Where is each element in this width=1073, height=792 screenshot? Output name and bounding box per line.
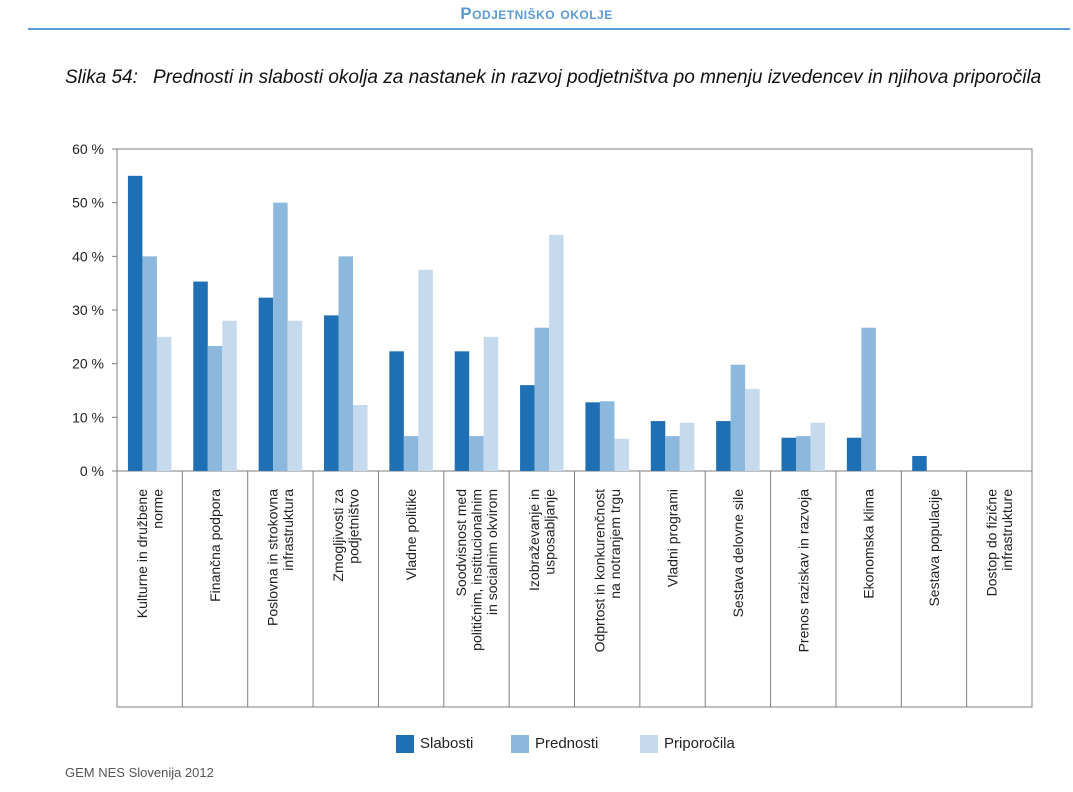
figure-caption: Prednosti in slabosti okolja za nastanek…	[153, 67, 1042, 88]
bar-prednosti	[207, 345, 223, 471]
bar-slabosti	[389, 351, 404, 471]
bar-slabosti	[585, 402, 600, 471]
category-label: Sestava populacije	[926, 489, 942, 607]
y-tick-label: 10 %	[72, 409, 104, 425]
bar-prednosti	[730, 364, 746, 471]
bar-prednosti	[534, 327, 550, 471]
y-tick-label: 40 %	[72, 248, 104, 264]
bar-prednosti	[665, 436, 680, 471]
bar-priporočila	[287, 320, 303, 471]
bar-priporočila	[549, 234, 564, 471]
bar-prednosti	[273, 202, 288, 471]
bar-slabosti	[846, 437, 862, 471]
category-label: Prenos raziskav in razvoja	[795, 489, 811, 653]
figure-label: Slika 54:	[65, 67, 138, 88]
y-tick-label: 30 %	[72, 302, 104, 318]
bar-slabosti	[193, 281, 208, 471]
bar-priporočila	[679, 422, 695, 471]
category-label: Poslovna in strokovnainfrastruktura	[265, 489, 297, 626]
y-tick-label: 60 %	[72, 141, 104, 157]
bar-priporočila	[810, 422, 825, 471]
category-label: Dostop do fizičneinfrastrukture	[984, 489, 1016, 597]
bar-priporočila	[156, 336, 172, 471]
bar-slabosti	[324, 315, 339, 471]
bar-prednosti	[796, 436, 811, 471]
legend-label: Prednosti	[535, 735, 599, 752]
category-label: Soodvisnost medpolitičnim, institucional…	[453, 489, 500, 651]
bar-slabosti	[520, 385, 535, 471]
category-label: Zmogljivosti zapodjetništvo	[330, 489, 362, 582]
bar-priporočila	[418, 269, 433, 471]
bar-priporočila	[483, 336, 499, 471]
bar-prednosti	[469, 436, 484, 471]
bar-priporočila	[745, 388, 760, 471]
category-label: Kulturne in družbenenorme	[134, 489, 166, 618]
legend-swatch	[396, 735, 414, 753]
bar-prednosti	[142, 256, 157, 471]
legend-swatch	[511, 735, 529, 753]
category-label: Finančna podpora	[207, 489, 223, 602]
y-tick-label: 0 %	[80, 463, 104, 479]
category-label: Sestava delovne sile	[730, 489, 746, 618]
category-label: Izobraževanje inusposabljanje	[526, 489, 558, 591]
section-divider	[28, 28, 1070, 30]
bar-slabosti	[454, 351, 470, 471]
category-label: Odprtost in konkurenčnostna notranjem tr…	[591, 489, 623, 653]
bar-priporočila	[353, 404, 368, 471]
category-label: Vladni programi	[665, 489, 681, 587]
chart-legend: Slabosti Prednosti Priporočila	[0, 733, 1073, 755]
section-title: Podjetniško okolje	[460, 4, 613, 23]
bar-prednosti	[338, 256, 353, 471]
legend-label: Slabosti	[420, 735, 474, 752]
category-label: Vladne politike	[403, 489, 419, 580]
category-label: Ekonomska klima	[861, 489, 877, 599]
y-tick-label: 20 %	[72, 356, 104, 372]
bar-slabosti	[716, 421, 731, 471]
bar-slabosti	[127, 175, 143, 472]
bar-prednosti	[861, 327, 876, 471]
bar-slabosti	[781, 437, 796, 471]
source-note: GEM NES Slovenija 2012	[65, 765, 214, 780]
bar-prednosti	[599, 401, 615, 471]
legend-label: Priporočila	[664, 735, 735, 752]
bar-priporočila	[222, 320, 237, 471]
bar-prednosti	[403, 436, 419, 471]
bar-slabosti	[650, 421, 666, 471]
y-tick-label: 50 %	[72, 195, 104, 211]
bar-priporočila	[614, 438, 629, 471]
bar-slabosti	[912, 455, 927, 471]
legend-swatch	[640, 735, 658, 753]
bar-slabosti	[258, 297, 274, 471]
